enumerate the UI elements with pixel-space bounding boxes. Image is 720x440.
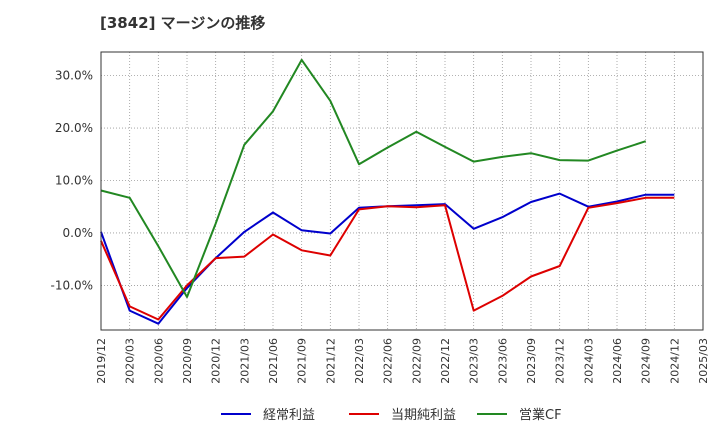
legend-label: 当期純利益 xyxy=(391,408,456,423)
x-tick-label: 2021/03 xyxy=(238,338,251,384)
x-tick-label: 2020/09 xyxy=(181,338,194,384)
y-tick-label: 20.0% xyxy=(55,121,93,135)
x-tick-label: 2023/12 xyxy=(554,338,567,384)
x-tick-label: 2024/12 xyxy=(668,338,681,384)
x-tick-label: 2021/06 xyxy=(267,338,280,384)
x-tick-label: 2021/12 xyxy=(324,338,337,384)
x-tick-label: 2022/06 xyxy=(382,338,395,384)
chart-title: [3842] マージンの推移 xyxy=(100,14,266,32)
x-tick-label: 2020/12 xyxy=(210,338,223,384)
x-tick-label: 2022/03 xyxy=(353,338,366,384)
x-tick-label: 2024/06 xyxy=(611,338,624,384)
x-tick-label: 2021/09 xyxy=(296,338,309,384)
x-tick-label: 2020/03 xyxy=(124,338,137,384)
x-tick-label: 2023/06 xyxy=(496,338,509,384)
series-lines xyxy=(100,58,675,325)
series-line-2 xyxy=(100,196,675,321)
legend: 経常利益 当期純利益 営業CF xyxy=(221,407,562,423)
x-tick-label: 2023/03 xyxy=(468,338,481,384)
y-tick-label: 0.0% xyxy=(63,226,94,240)
legend-label: 経常利益 xyxy=(263,408,315,423)
x-tick-label: 2023/09 xyxy=(525,338,538,384)
x-tick-label: 2019/12 xyxy=(95,338,108,384)
y-axis-ticks: 30.0% 20.0% 10.0% 0.0% -10.0% xyxy=(51,69,93,293)
plot-frame xyxy=(100,51,704,331)
x-tick-label: 2025/03 xyxy=(697,338,710,384)
y-tick-label: -10.0% xyxy=(51,278,93,292)
grid-lines xyxy=(100,52,704,330)
y-tick-label: 30.0% xyxy=(55,69,93,83)
legend-label: 営業CF xyxy=(519,407,562,423)
x-tick-label: 2024/03 xyxy=(582,338,595,384)
x-tick-label: 2022/09 xyxy=(410,338,423,384)
series-line-3 xyxy=(100,58,647,298)
x-tick-label: 2022/12 xyxy=(439,338,452,384)
y-tick-label: 10.0% xyxy=(55,174,93,188)
x-tick-label: 2020/06 xyxy=(152,338,165,384)
x-axis-ticks: 2019/12 2020/03 2020/06 2020/09 2020/12 2021/… xyxy=(95,338,710,384)
x-tick-label: 2024/09 xyxy=(640,338,653,384)
